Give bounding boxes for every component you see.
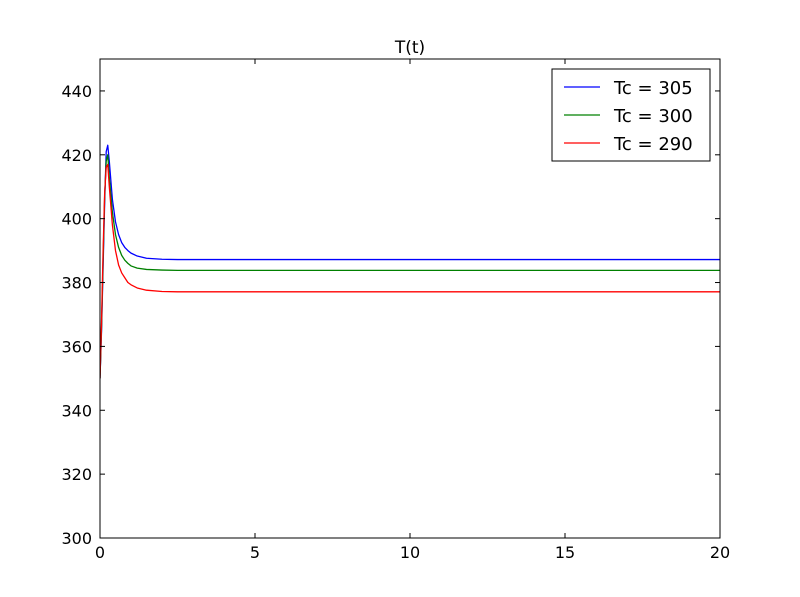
- series-group: [100, 144, 720, 379]
- x-tick-label: 15: [555, 543, 575, 562]
- legend-label: Tc = 300: [613, 106, 693, 127]
- y-tick-label: 360: [61, 337, 92, 356]
- x-tick-label: 0: [95, 543, 105, 562]
- y-tick-label: 400: [61, 210, 92, 229]
- y-tick-label: 340: [61, 401, 92, 420]
- y-tick-label: 420: [61, 146, 92, 165]
- x-tick-label: 5: [250, 543, 260, 562]
- chart-title: T(t): [394, 38, 425, 58]
- legend: Tc = 305 Tc = 300 Tc = 290: [551, 68, 711, 162]
- y-tick-label: 300: [61, 529, 92, 548]
- y-tick-label: 440: [61, 82, 92, 101]
- x-tick-label: 10: [400, 543, 420, 562]
- x-tick-label: 20: [710, 543, 730, 562]
- legend-label: Tc = 290: [613, 134, 693, 155]
- series-line-3: [100, 163, 720, 379]
- y-tick-label: 380: [61, 274, 92, 293]
- y-tick-label: 320: [61, 465, 92, 484]
- legend-label: Tc = 305: [613, 78, 693, 99]
- plot-area: 0 5 10 15 20 300 320 340 360 380 400 420 440 Tc = 305…: [61, 58, 730, 562]
